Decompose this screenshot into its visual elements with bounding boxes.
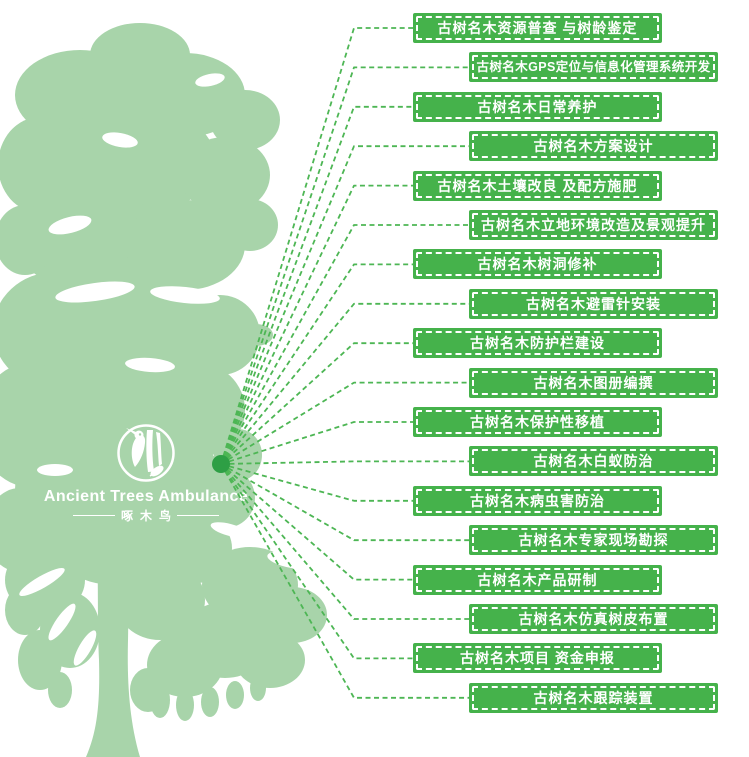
bird-eye (138, 433, 142, 436)
service-banner: 古树名木日常养护 (413, 91, 662, 122)
service-banner: 古树名木跟踪装置 (469, 682, 718, 713)
connector-dashed-line (220, 460, 469, 465)
service-banner-label: 古树名木仿真树皮布置 (518, 611, 669, 627)
connector-dashed-line (220, 145, 469, 465)
logo: Ancient Trees Ambulance 啄木鸟 (38, 422, 254, 522)
service-banner-label: 古树名木方案设计 (533, 138, 654, 155)
hub-dot (212, 455, 230, 473)
connector-dashed-line (220, 381, 469, 465)
service-banner: 古树名木图册编撰 (469, 367, 718, 398)
service-banner-label: 古树名木资源普查 与树龄鉴定 (437, 20, 638, 36)
service-banner-label: 古树名木白蚁防治 (533, 453, 654, 470)
service-banner: 古树名木仿真树皮布置 (469, 604, 718, 634)
connector-dashed-line (220, 463, 413, 581)
service-banner-label: 古树名木日常养护 (477, 98, 598, 115)
service-banner: 古树名木产品研制 (413, 564, 662, 595)
connector-dashed-line (220, 463, 469, 542)
service-banner-label: 古树名木跟踪装置 (533, 689, 654, 706)
service-banner-label: 古树名木保护性移植 (470, 414, 605, 430)
service-banner: 古树名木项目 资金申报 (413, 643, 662, 674)
service-banner: 古树名木GPS定位与信息化管理系统开发 (469, 52, 718, 83)
service-banner-label: 古树名木立地环境改造及景观提升 (481, 217, 706, 233)
service-banner: 古树名木树洞修补 (413, 249, 662, 280)
connector-dashed-line (220, 263, 413, 465)
connector-dashed-line (220, 421, 413, 465)
connector-dashed-line (220, 463, 413, 502)
service-banner: 古树名木资源普查 与树龄鉴定 (413, 13, 662, 43)
service-banner-label: 古树名木图册编撰 (533, 374, 654, 391)
service-banner: 古树名木方案设计 (469, 131, 718, 162)
subtitle-left-rule (72, 515, 115, 517)
service-banner-label: 古树名木项目 资金申报 (460, 650, 615, 667)
connector-dashed-line (220, 184, 413, 465)
connector-dashed-line (220, 105, 413, 465)
service-banner: 古树名木土壤改良 及配方施肥 (413, 170, 662, 201)
connector-dashed-line (220, 342, 413, 465)
service-banner-label: 古树名木防护栏建设 (470, 335, 605, 352)
connector-dashed-line (220, 302, 469, 465)
service-banner: 古树名木防护栏建设 (413, 328, 662, 359)
connector-dashed-line (220, 66, 469, 465)
service-banner: 古树名木白蚁防治 (469, 446, 718, 477)
logo-title: Ancient Trees Ambulance (43, 488, 249, 505)
service-banner-label: 古树名木病虫害防治 (470, 492, 605, 509)
connector-dashed-line (220, 463, 469, 699)
service-banner-label: 古树名木避雷针安装 (526, 295, 661, 312)
subtitle-text: 啄木鸟 (120, 508, 178, 523)
connector-dashed-line (220, 463, 413, 660)
service-banner-label: 古树名木GPS定位与信息化管理系统开发 (476, 60, 711, 75)
subtitle-right-rule (177, 515, 219, 517)
service-banner-label: 古树名木产品研制 (477, 571, 598, 588)
service-banner: 古树名木避雷针安装 (469, 288, 718, 319)
service-banner-label: 古树名木专家现场勘探 (518, 532, 669, 549)
service-banner-label: 古树名木土壤改良 及配方施肥 (437, 177, 638, 194)
woodpecker-icon (117, 424, 175, 482)
connector-dashed-line (220, 27, 413, 465)
service-banner: 古树名木病虫害防治 (413, 485, 662, 516)
connector-dashed-line (220, 224, 469, 465)
service-banner-label: 古树名木树洞修补 (477, 256, 598, 273)
service-banner: 古树名木立地环境改造及景观提升 (469, 210, 718, 240)
connector-dashed-line (220, 463, 469, 620)
logo-subtitle: 啄木鸟 (38, 510, 254, 522)
service-banner: 古树名木保护性移植 (413, 407, 662, 437)
service-banner: 古树名木专家现场勘探 (469, 525, 718, 556)
